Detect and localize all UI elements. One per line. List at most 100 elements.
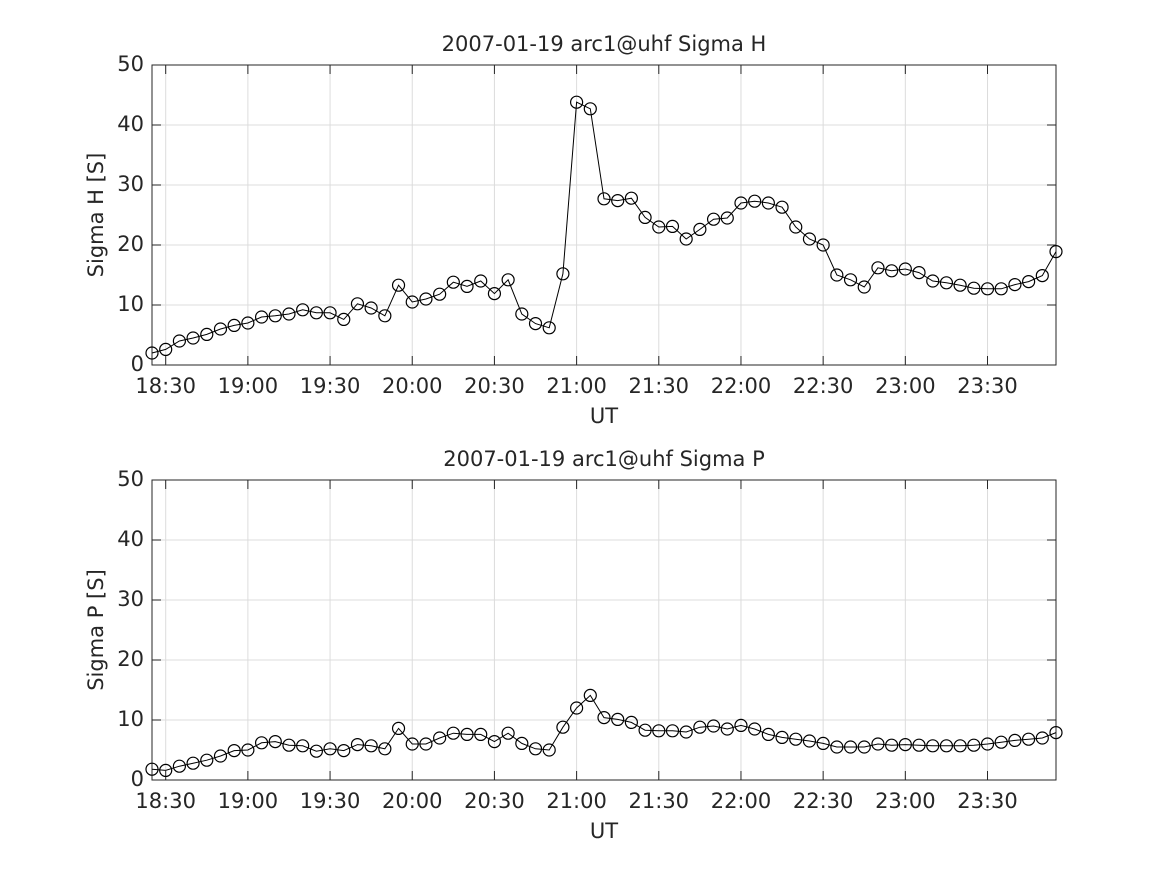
chart-title: 2007-01-19 arc1@uhf Sigma P — [443, 447, 765, 471]
data-marker — [748, 722, 762, 736]
data-marker — [802, 232, 817, 246]
data-marker — [789, 220, 803, 234]
data-line — [151, 101, 1057, 354]
data-marker — [570, 701, 584, 715]
data-marker — [720, 211, 734, 225]
data-marker — [460, 727, 474, 742]
data-marker — [624, 715, 638, 730]
x-tick-label: 22:00 — [711, 789, 772, 813]
y-tick-label: 50 — [117, 467, 144, 491]
data-marker — [570, 95, 584, 109]
data-marker — [337, 743, 351, 758]
x-tick-label: 19:00 — [218, 374, 279, 398]
y-tick-label: 0 — [131, 767, 144, 791]
data-marker — [775, 730, 789, 745]
axes-box — [151, 479, 1057, 781]
plot-area — [152, 480, 1056, 780]
data-marker — [337, 312, 351, 326]
data-marker — [433, 287, 447, 301]
data-marker — [953, 739, 967, 753]
data-marker — [939, 739, 954, 753]
data-marker — [186, 331, 200, 345]
data-marker — [1049, 245, 1063, 259]
data-marker — [474, 274, 488, 288]
data-marker — [460, 279, 474, 293]
x-tick-label: 21:30 — [629, 789, 690, 813]
data-marker — [405, 295, 419, 309]
data-marker — [1035, 269, 1049, 283]
data-marker — [912, 738, 926, 752]
data-marker — [816, 736, 830, 751]
data-marker — [693, 720, 707, 734]
y-tick-label: 10 — [117, 292, 144, 316]
data-marker — [433, 731, 447, 745]
data-marker — [885, 738, 899, 752]
data-line — [151, 694, 1057, 771]
data-marker — [405, 737, 419, 751]
data-marker — [706, 212, 721, 226]
x-tick-label: 20:30 — [464, 374, 525, 398]
chart-title: 2007-01-19 arc1@uhf Sigma H — [442, 32, 767, 56]
data-marker — [446, 275, 460, 289]
data-marker — [679, 232, 693, 246]
x-tick-label: 22:30 — [793, 374, 854, 398]
data-marker — [172, 334, 186, 348]
data-marker — [378, 309, 392, 323]
y-tick-label: 20 — [117, 232, 144, 256]
data-marker — [200, 327, 214, 341]
y-axis-label: Sigma P [S] — [84, 569, 108, 691]
y-tick-label: 40 — [117, 527, 144, 551]
x-tick-label: 22:00 — [711, 374, 772, 398]
data-marker — [1022, 732, 1036, 746]
data-marker — [624, 191, 638, 205]
data-marker — [706, 719, 721, 733]
x-tick-label: 18:30 — [135, 374, 196, 398]
data-marker — [268, 734, 282, 749]
data-marker — [830, 268, 844, 282]
data-marker — [186, 756, 200, 770]
data-marker — [159, 763, 173, 778]
data-marker — [378, 742, 392, 756]
data-marker — [501, 273, 515, 287]
data-marker — [912, 266, 926, 280]
data-marker — [1049, 725, 1063, 740]
data-marker — [172, 759, 186, 773]
data-marker — [583, 102, 597, 116]
data-marker — [364, 301, 378, 315]
data-marker — [1022, 275, 1036, 289]
data-marker — [611, 712, 625, 727]
data-marker — [323, 742, 337, 756]
data-marker — [679, 725, 693, 739]
data-marker — [241, 316, 255, 330]
data-marker — [980, 282, 995, 296]
data-marker — [734, 196, 748, 210]
y-axis-label: Sigma H [S] — [84, 153, 108, 278]
data-marker — [802, 734, 817, 748]
data-marker — [652, 220, 666, 234]
y-tick-label: 10 — [117, 707, 144, 731]
data-marker — [254, 736, 269, 750]
y-tick-label: 30 — [117, 587, 144, 611]
data-marker — [1035, 731, 1049, 745]
data-marker — [213, 749, 228, 763]
x-tick-label: 20:00 — [382, 374, 443, 398]
data-marker — [638, 723, 652, 737]
data-marker — [665, 724, 680, 738]
y-tick-label: 40 — [117, 112, 144, 136]
data-marker — [994, 282, 1008, 296]
y-tick-label: 30 — [117, 172, 144, 196]
data-marker — [748, 194, 762, 208]
data-marker — [597, 710, 611, 725]
data-marker — [515, 736, 529, 751]
data-marker — [542, 321, 556, 335]
data-marker — [857, 280, 871, 294]
data-marker — [391, 278, 406, 292]
y-tick-label: 50 — [117, 52, 144, 76]
data-marker — [241, 743, 255, 757]
data-marker — [419, 292, 433, 306]
data-marker — [665, 219, 680, 233]
x-tick-label: 23:30 — [957, 374, 1018, 398]
data-marker — [213, 322, 228, 336]
data-marker — [761, 196, 775, 210]
data-marker — [926, 274, 940, 288]
